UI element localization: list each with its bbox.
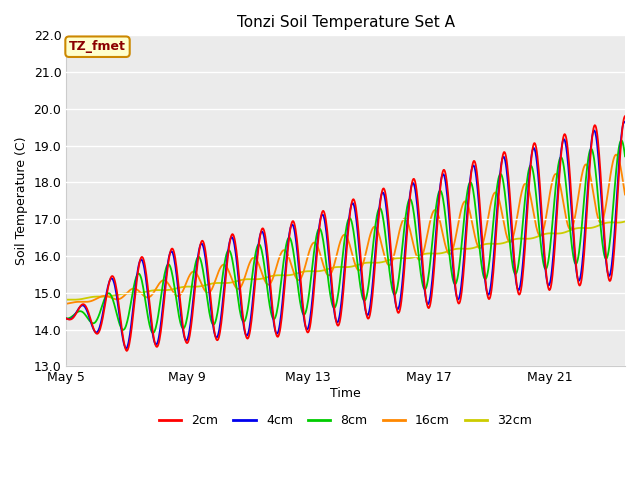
- 32cm: [115, 292, 122, 298]
- Title: Tonzi Soil Temperature Set A: Tonzi Soil Temperature Set A: [237, 15, 454, 30]
- 8cm: [384, 252, 392, 257]
- 8cm: [342, 227, 350, 233]
- Line: 4cm: 4cm: [67, 121, 625, 348]
- 32cm: [63, 297, 70, 302]
- 16cm: [621, 192, 629, 197]
- 16cm: [383, 260, 391, 265]
- 4cm: [621, 119, 628, 124]
- 4cm: [621, 120, 629, 125]
- Text: TZ_fmet: TZ_fmet: [69, 40, 126, 53]
- 4cm: [350, 203, 358, 209]
- 32cm: [342, 264, 350, 270]
- 16cm: [612, 152, 620, 157]
- Line: 8cm: 8cm: [67, 140, 625, 333]
- 32cm: [621, 218, 629, 224]
- 4cm: [440, 171, 447, 177]
- 2cm: [621, 113, 629, 119]
- 2cm: [350, 197, 358, 203]
- Line: 2cm: 2cm: [67, 116, 625, 351]
- 2cm: [342, 256, 350, 262]
- 4cm: [384, 216, 392, 222]
- 16cm: [342, 232, 349, 238]
- 8cm: [312, 234, 320, 240]
- 32cm: [350, 263, 358, 269]
- 16cm: [349, 256, 357, 262]
- 8cm: [350, 233, 358, 239]
- 2cm: [384, 206, 392, 212]
- Legend: 2cm, 4cm, 8cm, 16cm, 32cm: 2cm, 4cm, 8cm, 16cm, 32cm: [154, 409, 538, 432]
- Y-axis label: Soil Temperature (C): Soil Temperature (C): [15, 137, 28, 265]
- Line: 32cm: 32cm: [67, 221, 625, 300]
- 2cm: [312, 258, 320, 264]
- 4cm: [312, 251, 320, 256]
- 4cm: [122, 346, 130, 351]
- 16cm: [114, 297, 122, 302]
- 2cm: [63, 316, 70, 322]
- 8cm: [149, 330, 157, 336]
- X-axis label: Time: Time: [330, 387, 361, 400]
- 2cm: [123, 348, 131, 354]
- 8cm: [63, 316, 70, 322]
- 16cm: [439, 232, 447, 238]
- 32cm: [440, 250, 447, 255]
- 32cm: [312, 268, 320, 274]
- 4cm: [342, 247, 350, 253]
- 16cm: [312, 240, 319, 246]
- 2cm: [114, 296, 122, 301]
- 16cm: [63, 301, 70, 307]
- 8cm: [618, 137, 625, 143]
- 4cm: [63, 316, 70, 322]
- 32cm: [70, 297, 77, 302]
- 8cm: [114, 316, 122, 322]
- 2cm: [440, 167, 447, 173]
- 4cm: [114, 301, 122, 307]
- 8cm: [440, 199, 447, 205]
- 32cm: [384, 258, 392, 264]
- Line: 16cm: 16cm: [67, 155, 625, 304]
- 8cm: [621, 154, 629, 159]
